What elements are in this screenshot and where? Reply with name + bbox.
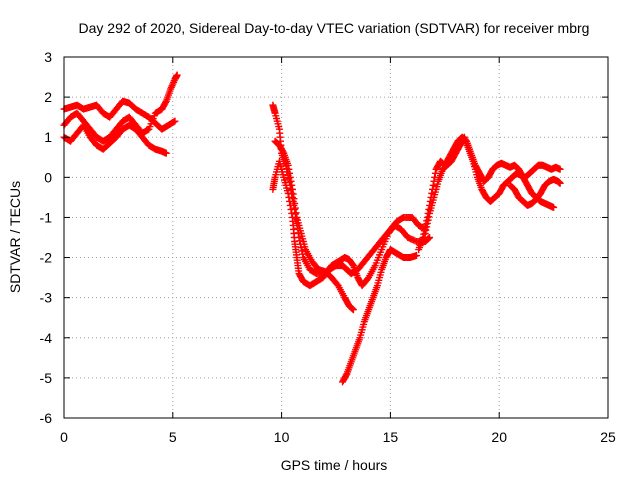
x-tick-label: 0 [60, 429, 68, 445]
data-point [287, 205, 295, 213]
y-axis-label: SDTVAR / TECUs [7, 181, 23, 293]
x-tick-label: 25 [600, 429, 616, 445]
series-arc-a1 [60, 97, 179, 133]
data-point [421, 229, 429, 237]
data-point [349, 306, 357, 314]
data-point [424, 216, 432, 224]
x-tick-label: 15 [383, 429, 399, 445]
data-point [556, 165, 564, 173]
data-point [287, 177, 295, 185]
x-axis-label: GPS time / hours [281, 457, 388, 473]
data-point [290, 195, 298, 203]
series-arc-a2 [60, 71, 181, 145]
data-point [423, 223, 431, 231]
data-point [284, 189, 292, 197]
data-point [422, 226, 430, 234]
data-point [279, 148, 287, 156]
data-point [426, 234, 434, 241]
data-point [286, 197, 294, 205]
data-point [423, 219, 431, 227]
series-arc-c2 [421, 133, 564, 237]
data-point [285, 165, 293, 173]
y-tick-label: 3 [44, 49, 52, 65]
data-point [286, 201, 294, 209]
chart-title: Day 292 of 2020, Sidereal Day-to-day VTE… [79, 20, 590, 36]
data-point [291, 204, 299, 212]
data-point [286, 169, 294, 177]
series-arc-c3 [506, 175, 564, 209]
data-point [342, 371, 350, 379]
series-arc-b2 [271, 137, 357, 314]
data-point [425, 213, 433, 221]
data-point [173, 71, 181, 79]
y-tick-label: 1 [44, 129, 52, 145]
data-point [288, 185, 296, 193]
series-arc-a3 [60, 121, 170, 157]
y-tick-label: -1 [40, 209, 53, 225]
y-tick-label: -3 [40, 290, 53, 306]
grid [64, 57, 608, 418]
x-tick-label: 5 [169, 429, 177, 445]
y-tick-label: 2 [44, 89, 52, 105]
data-point [284, 161, 292, 169]
y-tick-label: -6 [40, 410, 53, 426]
data-point [556, 179, 564, 187]
data-point [291, 199, 299, 207]
data-point [286, 173, 294, 181]
data-point [419, 234, 427, 241]
data-point [162, 98, 170, 106]
data-point [429, 181, 437, 189]
plot-frame [63, 56, 609, 419]
data-points [60, 71, 564, 386]
data-point [171, 117, 179, 125]
x-tick-label: 20 [491, 429, 507, 445]
data-point [285, 193, 293, 201]
data-point [288, 209, 296, 217]
y-tick-label: -5 [40, 370, 53, 386]
series-arc-b4 [339, 246, 421, 386]
y-tick-label: -4 [40, 330, 53, 346]
data-point [413, 252, 421, 260]
data-point [162, 149, 170, 157]
y-tick-label: 0 [44, 169, 52, 185]
y-tick-label: -2 [40, 250, 53, 266]
x-tick-label: 10 [274, 429, 290, 445]
data-point [550, 203, 558, 211]
